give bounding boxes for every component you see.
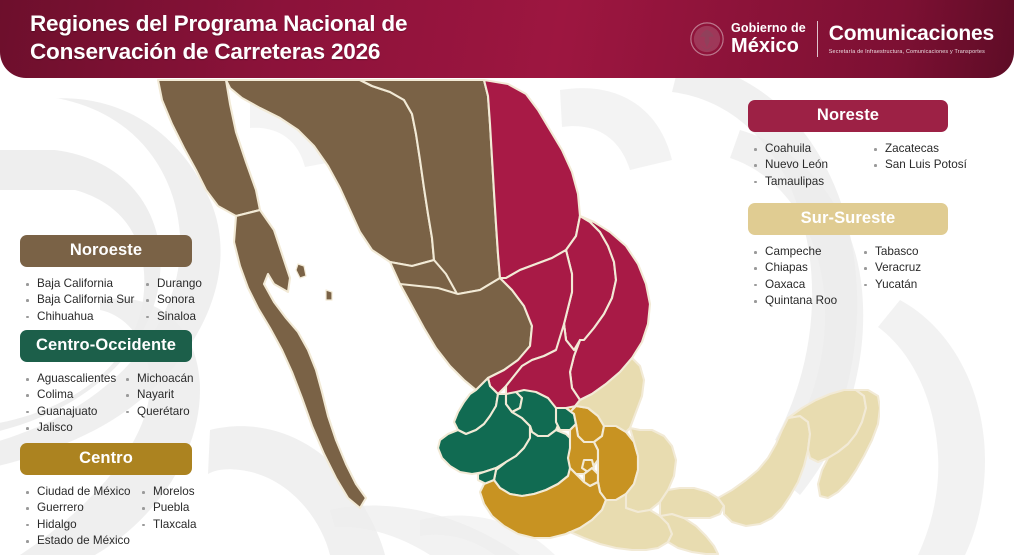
legend-states-centro-occidente: Aguascalientes Colima Guanajuato Jalisco… [20, 371, 194, 437]
gobierno-de-mexico-eagle-emblem [690, 22, 724, 56]
brand-department-name: Comunicaciones [828, 22, 994, 46]
brand-line-1: Gobierno de [731, 21, 806, 36]
legend-panel-centro-occidente[interactable]: Centro-Occidente Aguascalientes Colima G… [20, 330, 194, 437]
list-item: Guanajuato [24, 404, 124, 420]
legend-title-centro: Centro [20, 443, 192, 475]
list-item: Hidalgo [24, 517, 140, 533]
legend-panel-noreste[interactable]: Noreste Coahuila Nuevo León Tamaulipas Z… [748, 100, 967, 190]
legend-panel-sur-sureste[interactable]: Sur-Sureste Campeche Chiapas Oaxaca Quin… [748, 203, 948, 310]
legend-panel-noroeste[interactable]: Noroeste Baja California Baja California… [20, 235, 202, 325]
legend-title-noroeste: Noroeste [20, 235, 192, 267]
list-item: Campeche [752, 244, 862, 260]
page-title: Regiones del Programa Nacional de Conser… [30, 11, 408, 65]
list-item: Sonora [144, 292, 202, 308]
legend-column-1: Aguascalientes Colima Guanajuato Jalisco [24, 371, 124, 437]
list-item: Ciudad de México [24, 484, 140, 500]
list-item: Chiapas [752, 260, 862, 276]
legend-column-2: Morelos Puebla Tlaxcala [140, 484, 197, 550]
list-item: Guerrero [24, 500, 140, 516]
list-item: Durango [144, 276, 202, 292]
list-item: Aguascalientes [24, 371, 124, 387]
legend-title-noreste: Noreste [748, 100, 948, 132]
list-item: Colima [24, 387, 124, 403]
legend-column-1: Coahuila Nuevo León Tamaulipas [752, 141, 872, 190]
brand-divider [816, 21, 818, 57]
page-header: Regiones del Programa Nacional de Conser… [0, 0, 1014, 78]
list-item: Yucatán [862, 277, 921, 293]
list-item: Tlaxcala [140, 517, 197, 533]
list-item: Baja California Sur [24, 292, 144, 308]
legend-column-1: Baja California Baja California Sur Chih… [24, 276, 144, 325]
list-item: Veracruz [862, 260, 921, 276]
list-item: Oaxaca [752, 277, 862, 293]
list-item: Puebla [140, 500, 197, 516]
list-item: Quintana Roo [752, 293, 862, 309]
legend-states-sur-sureste: Campeche Chiapas Oaxaca Quintana Roo Tab… [748, 244, 948, 310]
brand-line-2: México [731, 34, 799, 57]
legend-title-sur-sureste: Sur-Sureste [748, 203, 948, 235]
list-item: Nayarit [124, 387, 194, 403]
list-item: Estado de México [24, 533, 140, 549]
list-item: Morelos [140, 484, 197, 500]
list-item: San Luis Potosí [872, 157, 967, 173]
list-item: Chihuahua [24, 309, 144, 325]
legend-column-2: Michoacán Nayarit Querétaro [124, 371, 194, 437]
legend-states-centro: Ciudad de México Guerrero Hidalgo Estado… [20, 484, 197, 550]
list-item: Sinaloa [144, 309, 202, 325]
list-item: Michoacán [124, 371, 194, 387]
list-item: Jalisco [24, 420, 124, 436]
legend-panel-centro[interactable]: Centro Ciudad de México Guerrero Hidalgo… [20, 443, 197, 550]
legend-column-2: Durango Sonora Sinaloa [144, 276, 202, 325]
list-item: Querétaro [124, 404, 194, 420]
list-item: Nuevo León [752, 157, 872, 173]
list-item: Baja California [24, 276, 144, 292]
brand-department-subtitle: Secretaría de Infraestructura, Comunicac… [828, 48, 985, 55]
government-brand-lockup: Gobierno de México Comunicaciones Secret… [690, 16, 994, 62]
brand-department: Comunicaciones Secretaría de Infraestruc… [828, 22, 994, 55]
legend-states-noreste: Coahuila Nuevo León Tamaulipas Zacatecas… [748, 141, 967, 190]
list-item: Tamaulipas [752, 174, 872, 190]
legend-column-1: Ciudad de México Guerrero Hidalgo Estado… [24, 484, 140, 550]
legend-column-1: Campeche Chiapas Oaxaca Quintana Roo [752, 244, 862, 310]
list-item: Coahuila [752, 141, 872, 157]
legend-states-noroeste: Baja California Baja California Sur Chih… [20, 276, 202, 325]
list-item: Zacatecas [872, 141, 967, 157]
legend-column-2: Zacatecas San Luis Potosí [872, 141, 967, 190]
list-item: Tabasco [862, 244, 921, 260]
legend-column-2: Tabasco Veracruz Yucatán [862, 244, 921, 310]
legend-title-centro-occidente: Centro-Occidente [20, 330, 192, 362]
brand-gobierno-text: Gobierno de México [731, 22, 806, 56]
